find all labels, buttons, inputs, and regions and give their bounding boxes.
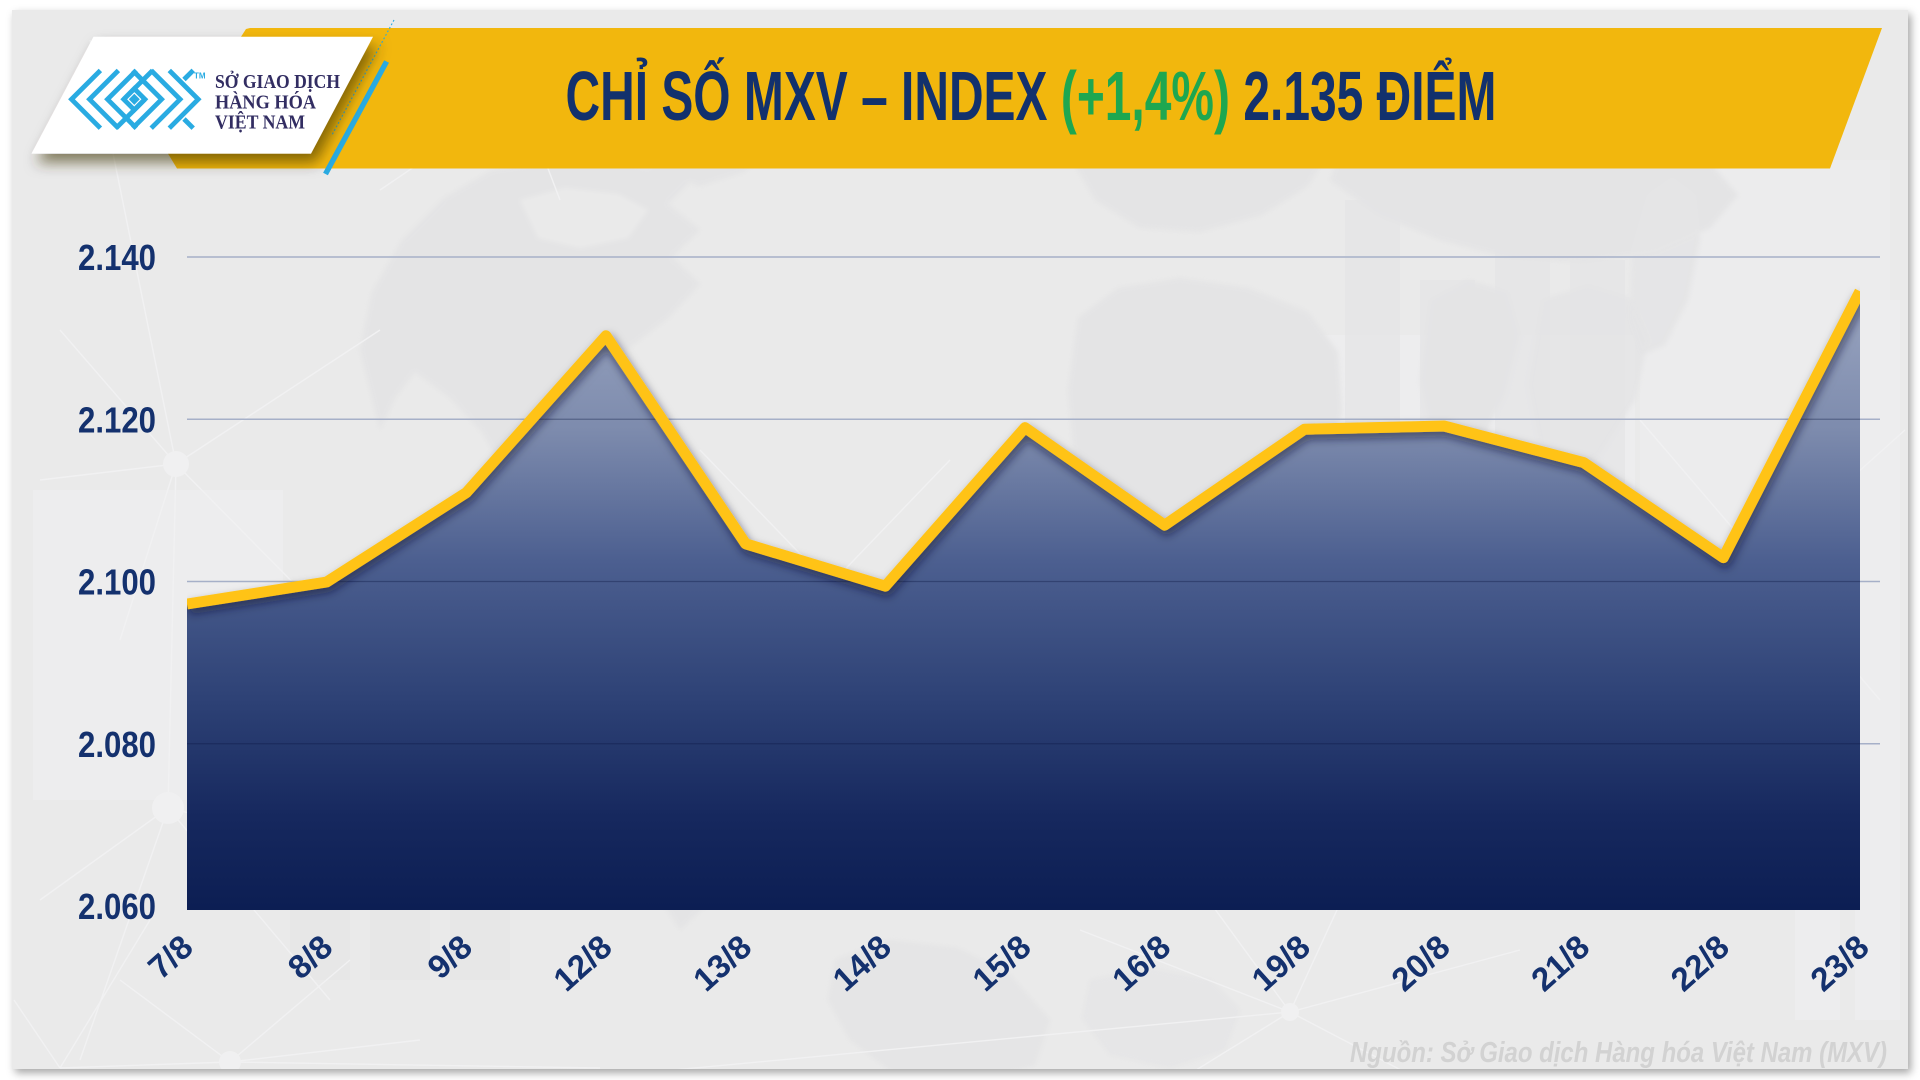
svg-text:2.135 ĐIỂM: 2.135 ĐIỂM <box>1243 56 1496 135</box>
svg-text:2.060: 2.060 <box>78 886 156 927</box>
svg-text:TM: TM <box>194 72 206 81</box>
svg-text:7/8: 7/8 <box>141 928 200 986</box>
svg-text:CHỈ SỐ MXV – INDEX: CHỈ SỐ MXV – INDEX <box>566 56 1048 135</box>
svg-text:(+1,4%): (+1,4%) <box>1061 57 1230 135</box>
svg-text:SỞ GIAO DỊCH: SỞ GIAO DỊCH <box>215 70 340 93</box>
svg-text:19/8: 19/8 <box>1244 928 1316 998</box>
svg-text:VIỆT NAM: VIỆT NAM <box>215 111 305 134</box>
svg-text:21/8: 21/8 <box>1524 928 1596 998</box>
svg-text:13/8: 13/8 <box>686 928 758 998</box>
svg-text:20/8: 20/8 <box>1384 928 1456 998</box>
svg-text:2.140: 2.140 <box>78 237 156 278</box>
svg-text:HÀNG HÓA: HÀNG HÓA <box>215 89 317 113</box>
svg-text:2.100: 2.100 <box>78 562 156 603</box>
svg-text:22/8: 22/8 <box>1663 928 1735 998</box>
svg-text:Nguồn: Sở Giao dịch Hàng hóa V: Nguồn: Sở Giao dịch Hàng hóa Việt Nam (M… <box>1350 1037 1887 1069</box>
svg-text:12/8: 12/8 <box>546 928 618 998</box>
svg-text:2.120: 2.120 <box>78 399 156 440</box>
svg-text:2.080: 2.080 <box>78 724 156 765</box>
